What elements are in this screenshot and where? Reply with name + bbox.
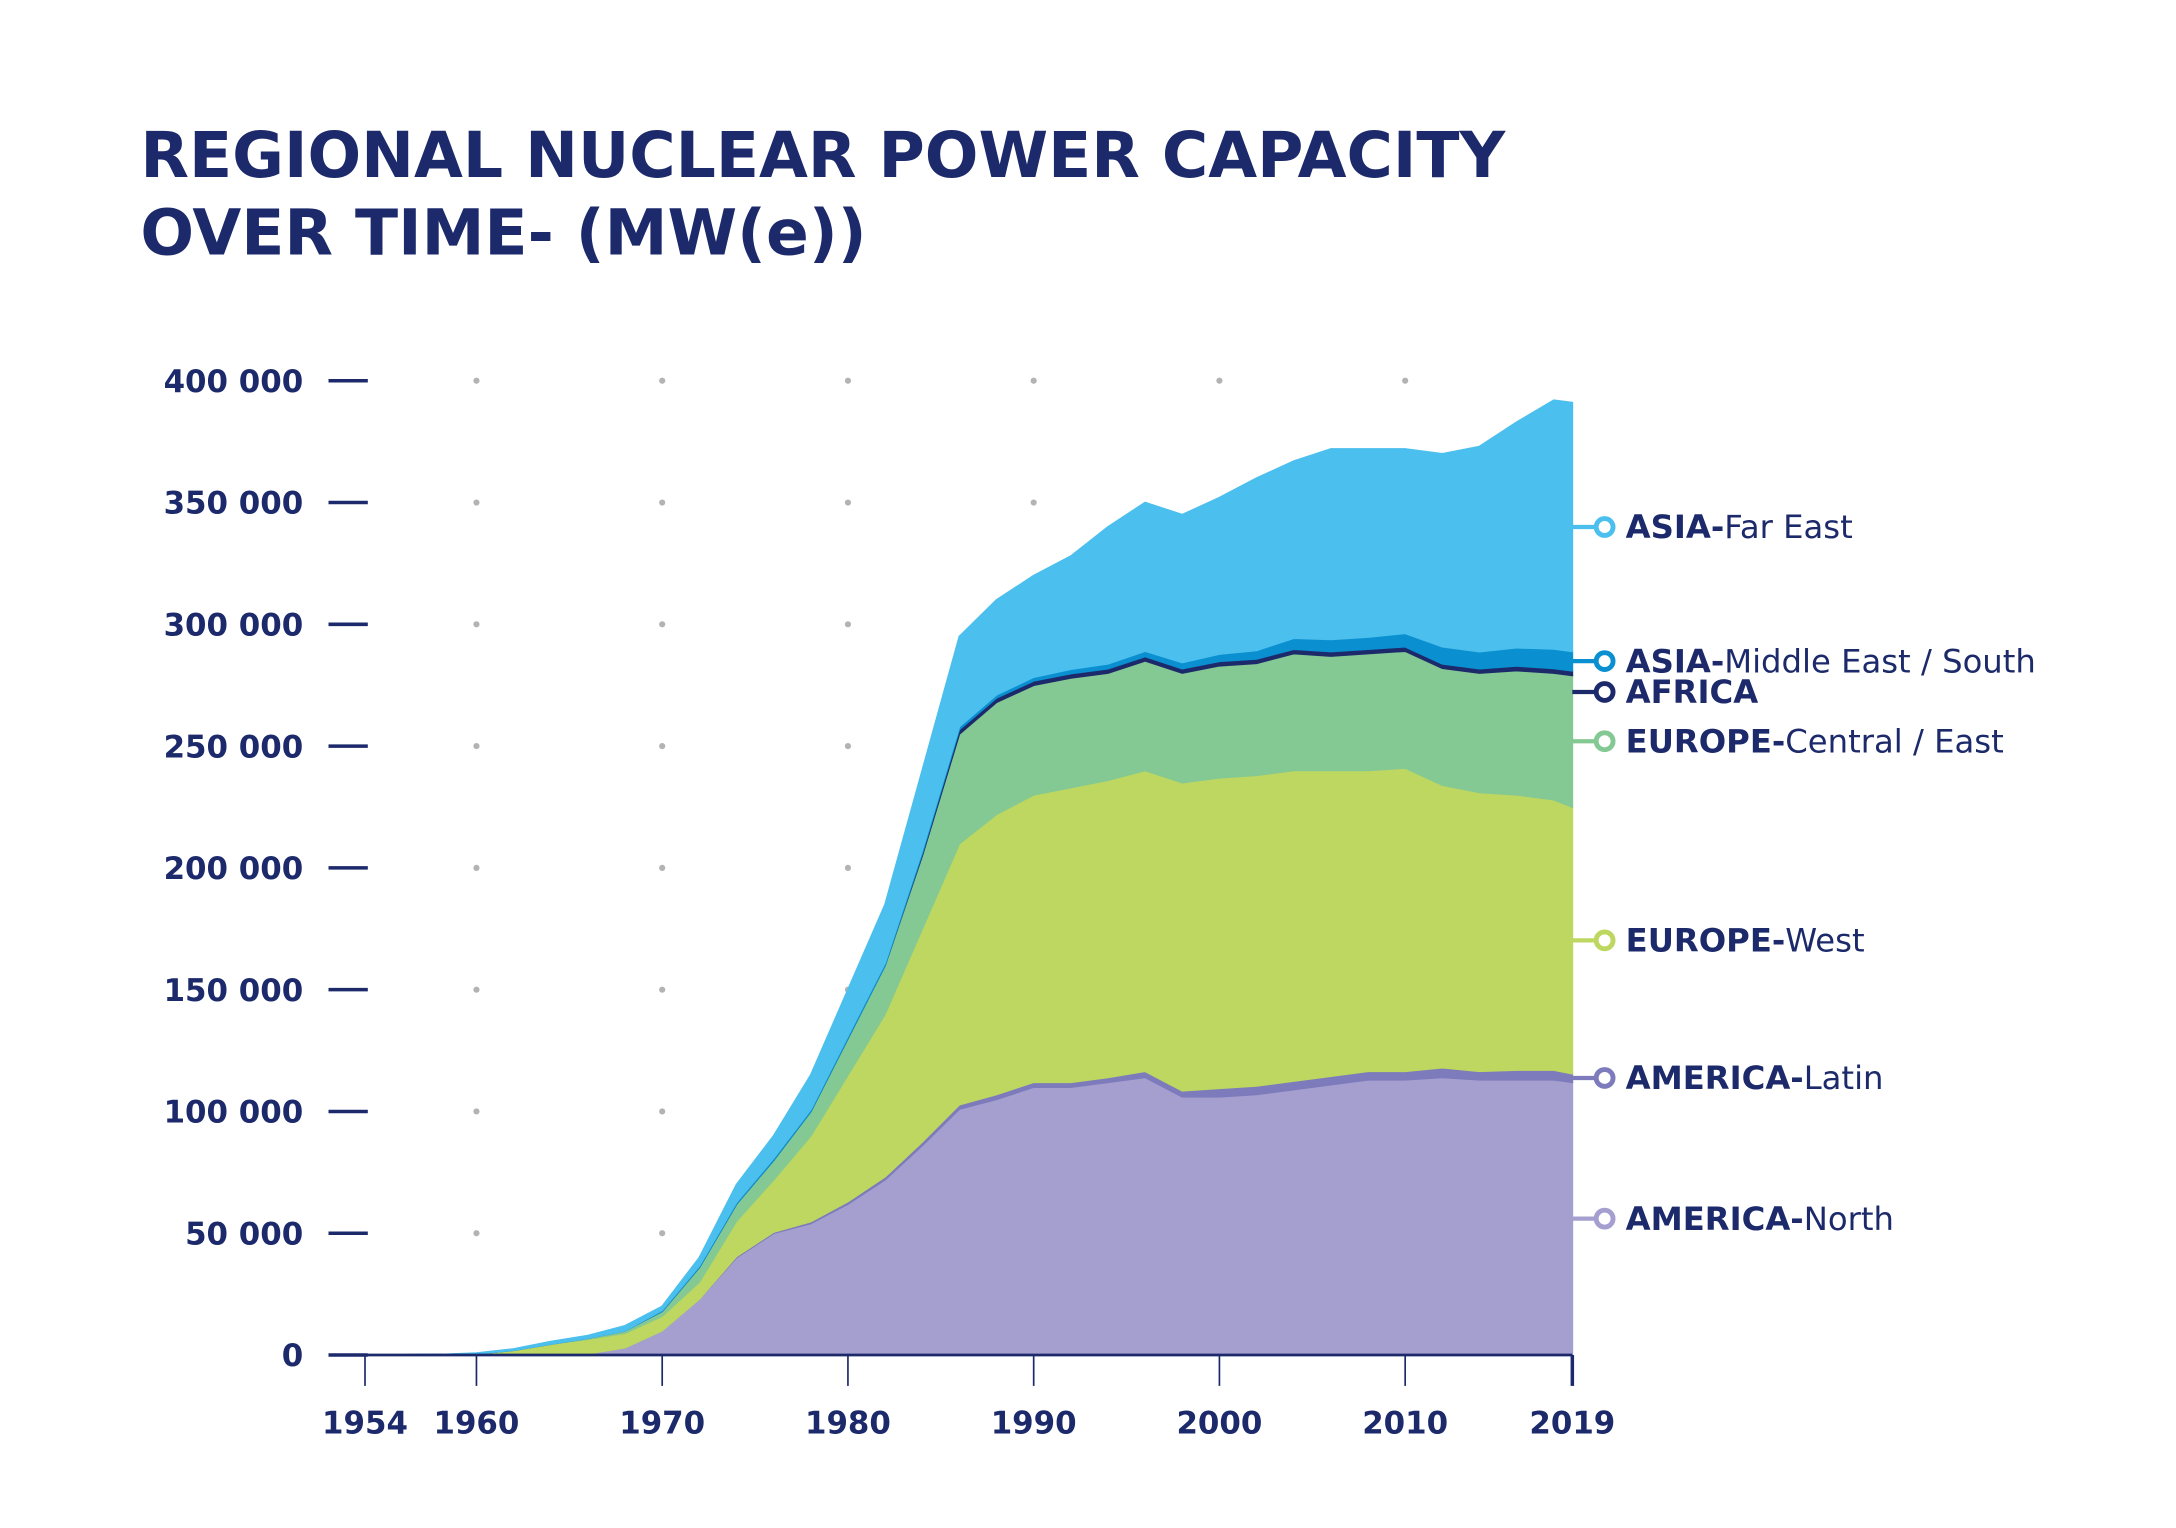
- grid-dot: [1216, 377, 1223, 384]
- grid-dot: [844, 499, 852, 506]
- legend-marker: [1593, 1067, 1616, 1089]
- x-tick-label: 1990: [991, 1406, 1077, 1442]
- grid-dot: [473, 864, 480, 871]
- x-tick-label: 1954: [322, 1406, 408, 1442]
- grid-dot: [659, 621, 666, 628]
- x-tick-label: 1980: [805, 1406, 891, 1442]
- grid-dot: [473, 743, 480, 750]
- grid-dot: [473, 1230, 480, 1237]
- legend-label: AFRICA: [1626, 673, 1759, 711]
- legend-marker: [1593, 1207, 1616, 1230]
- grid-dot: [659, 1230, 666, 1237]
- legend-label: ASIA-Middle East / South: [1626, 642, 2036, 680]
- legend-marker: [1593, 650, 1616, 672]
- y-tick-label: 350 000: [164, 486, 304, 522]
- y-tick-label: 50 000: [185, 1216, 303, 1252]
- grid-dot: [659, 864, 666, 871]
- legend-label: EUROPE-West: [1626, 922, 1865, 960]
- legend-label: AMERICA-North: [1626, 1200, 1894, 1238]
- chart-title: REGIONAL NUCLEAR POWER CAPACITY: [140, 118, 1506, 192]
- legend-label: AMERICA-Latin: [1626, 1059, 1884, 1097]
- grid-dot: [659, 377, 666, 384]
- x-tick-label: 1970: [619, 1406, 705, 1442]
- grid-dot: [844, 743, 852, 750]
- grid-dot: [844, 621, 852, 628]
- y-tick-label: 250 000: [164, 729, 304, 765]
- y-tick-label: 100 000: [164, 1095, 304, 1131]
- legend-marker: [1593, 516, 1616, 538]
- x-tick-label: 1960: [433, 1406, 519, 1442]
- legend-label: EUROPE-Central / East: [1626, 722, 2004, 760]
- grid-dot: [844, 864, 852, 871]
- y-tick-label: 400 000: [164, 364, 304, 400]
- grid-dot: [473, 621, 480, 628]
- y-tick-label: 200 000: [164, 851, 304, 887]
- grid-dot: [473, 377, 480, 384]
- grid-dot: [659, 986, 666, 993]
- grid-dot: [659, 499, 666, 506]
- chart-title: OVER TIME- (MW(e)): [140, 195, 866, 269]
- y-tick-label: 0: [282, 1338, 303, 1374]
- legend-marker: [1593, 929, 1616, 952]
- y-tick-label: 300 000: [164, 608, 304, 644]
- area: [365, 1076, 1574, 1356]
- title: REGIONAL NUCLEAR POWER CAPACITY OVER TIM…: [140, 118, 1506, 269]
- grid-dot: [1030, 499, 1037, 506]
- legend-label: ASIA-Far East: [1626, 508, 1853, 546]
- grid-dot: [1030, 377, 1037, 384]
- x-tick-label: 2010: [1362, 1406, 1448, 1442]
- x-tick-label: 2019: [1529, 1406, 1615, 1442]
- grid-dot: [659, 743, 666, 750]
- legend-marker: [1593, 681, 1616, 703]
- legend-marker: [1593, 730, 1616, 753]
- grid-dot: [844, 377, 852, 384]
- grid-dot: [659, 1108, 666, 1115]
- y-tick-label: 150 000: [164, 973, 304, 1009]
- grid-dot: [473, 499, 480, 506]
- grid-dot: [473, 1108, 480, 1115]
- grid-dot: [473, 986, 480, 993]
- grid-dot: [1402, 377, 1409, 384]
- x-tick-label: 2000: [1176, 1406, 1262, 1442]
